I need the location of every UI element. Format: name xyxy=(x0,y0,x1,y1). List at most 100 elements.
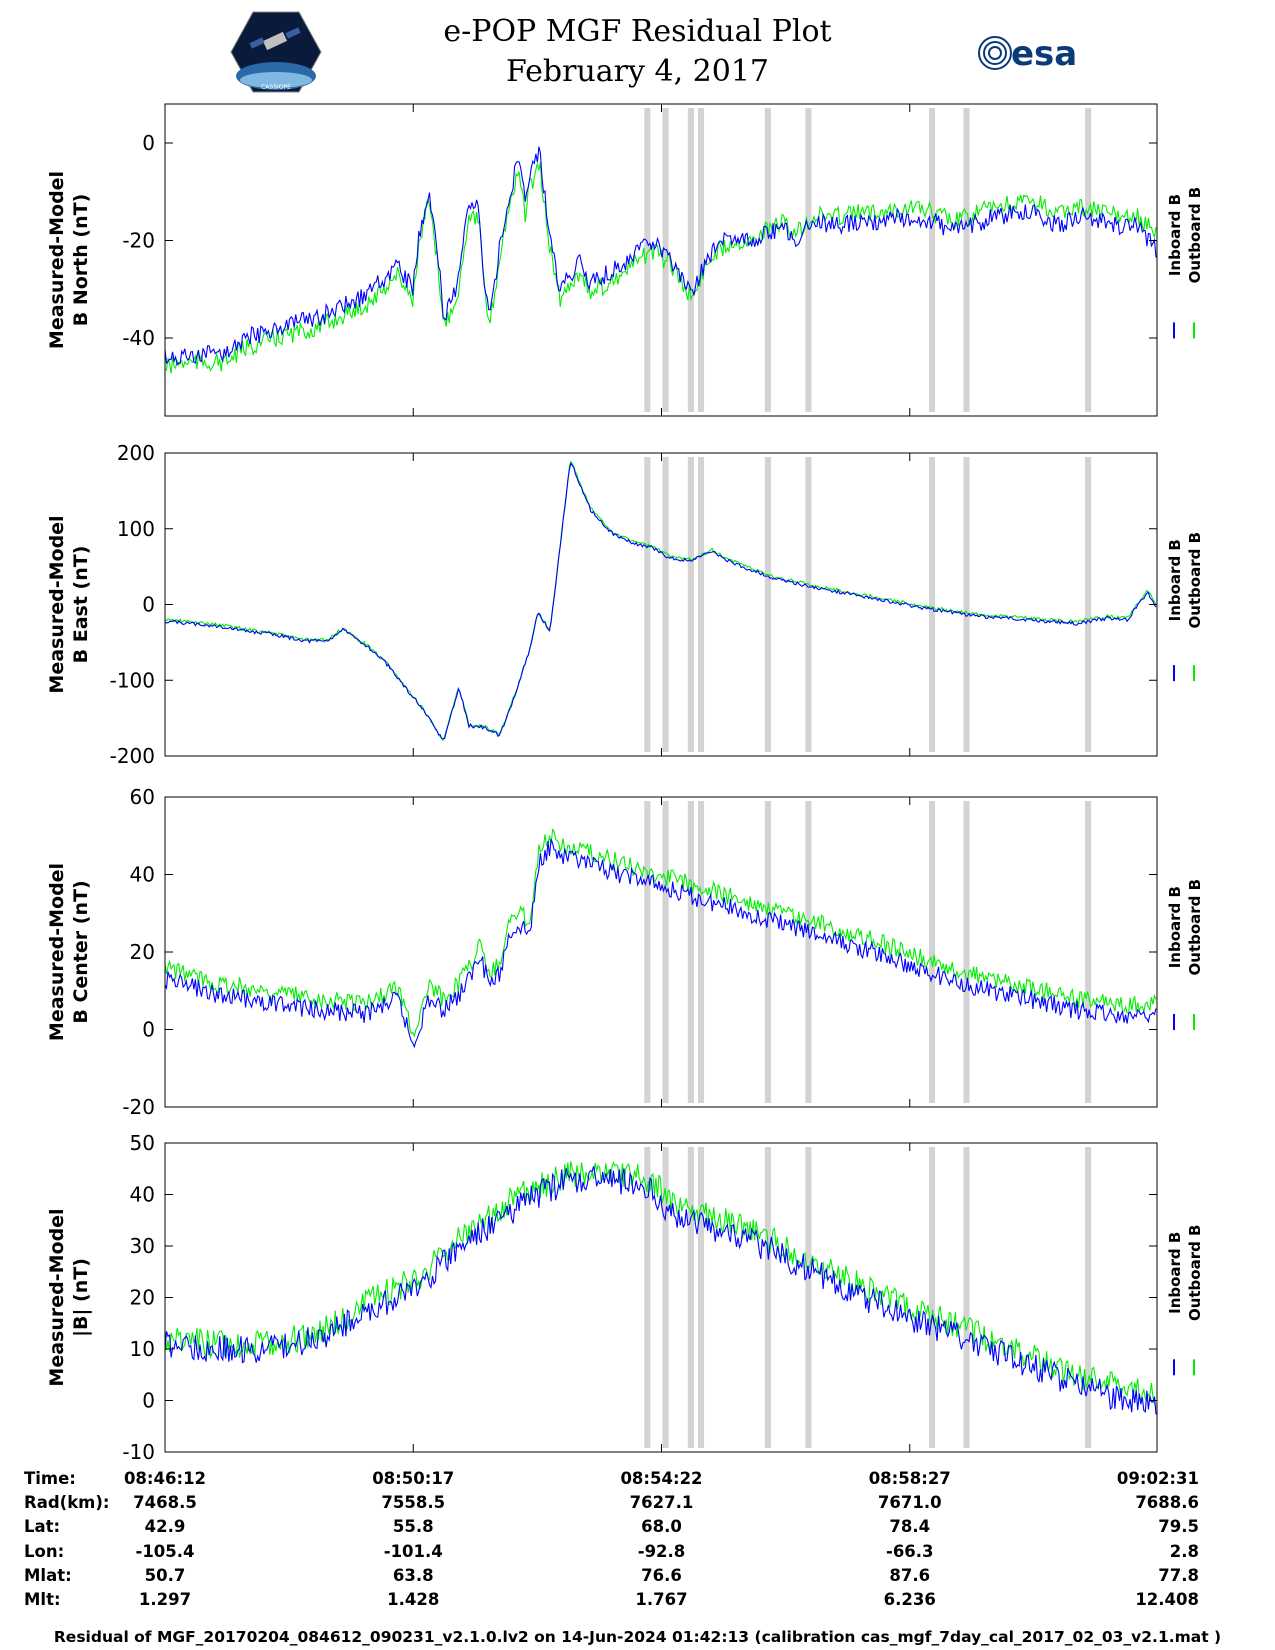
table-cell: 50.7 xyxy=(145,1566,186,1585)
table-cell: 1.767 xyxy=(635,1590,687,1609)
cassiope-logo-caption: CASSIOPE xyxy=(261,84,291,91)
table-row-label: Mlat: xyxy=(24,1566,72,1585)
legend-inboard-label: Inboard B xyxy=(1166,194,1184,276)
table-cell: 63.8 xyxy=(393,1566,434,1585)
y-tick-label: 30 xyxy=(130,1234,155,1258)
legend-inboard-label: Inboard B xyxy=(1166,539,1184,621)
y-tick-label: 0 xyxy=(142,131,155,155)
series-line-inboard xyxy=(164,838,1157,1049)
table-row-label: Rad(km): xyxy=(24,1493,110,1512)
gap-band xyxy=(662,801,669,1103)
table-cell: 2.8 xyxy=(1170,1542,1199,1561)
panel-frame xyxy=(164,103,1158,417)
legend-outboard-label: Outboard B xyxy=(1186,187,1204,284)
table-row-label: Mlt: xyxy=(24,1590,61,1609)
gap-band xyxy=(644,801,651,1103)
gap-band xyxy=(662,108,669,412)
y-tick-label: 40 xyxy=(130,1183,155,1207)
y-tick-label: -200 xyxy=(110,744,155,768)
y-axis-label: Measured-Model B North (nT) xyxy=(46,171,92,349)
gap-band xyxy=(697,108,705,412)
panel-1: 0 -20 -40 Measured-Model B North (nT) Inboard… xyxy=(46,103,1204,417)
x-axis-table: Time: 08:46:12 08:50:17 08:54:22 08:58:27 09:… xyxy=(24,1469,1199,1609)
gap-band xyxy=(644,457,651,752)
gap-band xyxy=(805,1147,812,1448)
y-tick-label: 50 xyxy=(130,1131,155,1155)
chart-title: e-POP MGF Residual Plot xyxy=(443,14,832,49)
y-tick-label: -20 xyxy=(122,229,155,253)
y-tick-label: -20 xyxy=(122,1095,155,1119)
table-cell: -105.4 xyxy=(135,1542,194,1561)
table-cell: 77.8 xyxy=(1158,1566,1199,1585)
legend-outboard-label: Outboard B xyxy=(1186,1224,1204,1321)
gap-band xyxy=(764,801,771,1103)
gap-band xyxy=(697,801,705,1103)
y-tick-label: -100 xyxy=(110,668,155,692)
panel-4: 50 40 30 20 10 0 -10 Measured-Model |B| (nT) Inbo… xyxy=(46,1131,1204,1464)
y-tick-label: 40 xyxy=(130,863,155,887)
gap-band xyxy=(644,1147,651,1448)
y-tick-label: 0 xyxy=(142,1018,155,1042)
table-cell: 08:58:27 xyxy=(869,1469,951,1488)
gap-band xyxy=(1085,1147,1092,1448)
y-tick-label: 20 xyxy=(130,940,155,964)
table-cell: 42.9 xyxy=(145,1517,186,1536)
table-cell: -101.4 xyxy=(384,1542,443,1561)
y-tick-label: 10 xyxy=(130,1337,155,1361)
y-axis-label: Measured-Model B Center (nT) xyxy=(46,863,92,1041)
gap-band xyxy=(764,1147,771,1448)
series-line-outboard xyxy=(164,828,1157,1038)
table-cell: 7627.1 xyxy=(630,1493,694,1512)
gap-band xyxy=(963,457,970,752)
series-line-outboard xyxy=(164,460,1157,742)
table-row-label: Time: xyxy=(24,1469,76,1488)
panel-frame xyxy=(164,796,1158,1108)
gap-band xyxy=(644,108,651,412)
y-axis-label: Measured-Model B East (nT) xyxy=(46,515,92,693)
chart-date: February 4, 2017 xyxy=(505,54,769,89)
table-cell: 6.236 xyxy=(884,1590,936,1609)
table-cell: -66.3 xyxy=(886,1542,934,1561)
table-cell: 7558.5 xyxy=(381,1493,445,1512)
table-cell: 08:46:12 xyxy=(124,1469,206,1488)
table-cell: 79.5 xyxy=(1158,1517,1199,1536)
cassiope-logo-icon: CASSIOPE xyxy=(230,11,322,93)
y-tick-label: 20 xyxy=(130,1286,155,1310)
gap-band xyxy=(1085,457,1092,752)
table-cell: 78.4 xyxy=(889,1517,930,1536)
gap-band xyxy=(929,108,936,412)
y-tick-label: 0 xyxy=(142,1389,155,1413)
y-tick-label: 0 xyxy=(142,593,155,617)
table-cell: 68.0 xyxy=(641,1517,682,1536)
table-cell: 76.6 xyxy=(641,1566,682,1585)
legend-outboard-label: Outboard B xyxy=(1186,879,1204,976)
gap-band xyxy=(687,108,694,412)
table-cell: -92.8 xyxy=(638,1542,686,1561)
gap-band xyxy=(687,801,694,1103)
y-tick-label: 100 xyxy=(117,517,155,541)
gap-band xyxy=(963,108,970,412)
esa-logo-text: esa xyxy=(1011,34,1077,74)
series-line-outboard xyxy=(164,162,1157,374)
table-row-label: Lat: xyxy=(24,1517,60,1536)
series-line-inboard xyxy=(164,1166,1157,1415)
legend-inboard-label: Inboard B xyxy=(1166,886,1184,968)
series-line-inboard xyxy=(164,146,1157,366)
gap-band xyxy=(1085,801,1092,1103)
gap-band xyxy=(687,457,694,752)
gap-band xyxy=(1085,108,1092,412)
legend-inboard-label: Inboard B xyxy=(1166,1232,1184,1314)
table-cell: 55.8 xyxy=(393,1517,434,1536)
esa-logo-icon: esa xyxy=(978,34,1077,74)
gap-band xyxy=(662,1147,669,1448)
table-cell: 08:50:17 xyxy=(372,1469,454,1488)
gap-band xyxy=(662,457,669,752)
series-line-inboard xyxy=(164,462,1157,740)
gap-band xyxy=(929,457,936,752)
series-line-outboard xyxy=(164,1161,1157,1408)
table-row-label: Lon: xyxy=(24,1542,64,1561)
gap-band xyxy=(764,108,771,412)
table-cell: 7688.6 xyxy=(1135,1493,1199,1512)
y-tick-label: 200 xyxy=(117,441,155,465)
